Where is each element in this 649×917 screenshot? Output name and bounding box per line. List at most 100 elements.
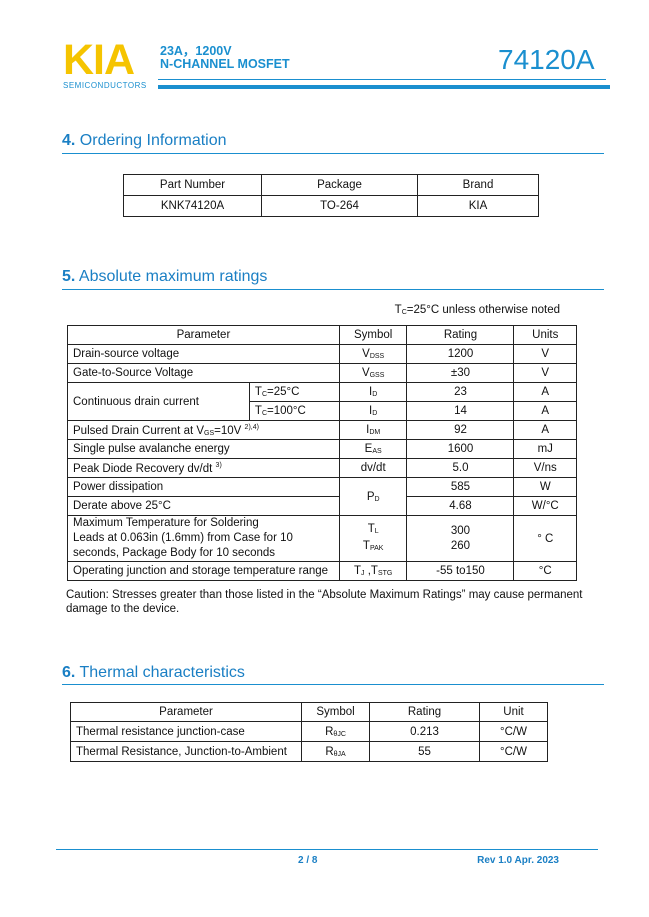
- table-row: Continuous drain current TC=25°C ID 23 A: [67, 382, 577, 421]
- header-cell: Rating: [406, 325, 515, 345]
- table-row: Derate above 25°C 4.68 W/°C: [67, 496, 577, 516]
- section-number: 5.: [62, 268, 76, 285]
- symbol-cell: ID: [338, 382, 408, 402]
- param-cell: Continuous drain current: [67, 382, 250, 421]
- section-title: Thermal characteristics: [79, 664, 245, 681]
- param-cell: Gate-to-Source Voltage: [67, 363, 340, 383]
- table-row: KNK74120A TO-264 KIA: [123, 195, 539, 217]
- unit-cell: W/°C: [513, 496, 577, 516]
- param-cell: Single pulse avalanche energy: [67, 439, 340, 459]
- section-divider: [62, 684, 604, 685]
- header-cell: Units: [513, 325, 577, 345]
- absolute-max-ratings-table: Parameter Symbol Rating Units Drain-sour…: [67, 325, 577, 581]
- param-cell: Pulsed Drain Current at VGS=10V 2),4): [67, 420, 340, 440]
- param-cell: Peak Diode Recovery dv/dt 3): [67, 458, 340, 478]
- symbol-cell: dv/dt: [338, 458, 408, 478]
- param-cell: Drain-source voltage: [67, 344, 340, 364]
- table-row: Thermal Resistance, Junction-to-Ambient …: [70, 741, 548, 762]
- param-cell: Operating junction and storage temperatu…: [67, 561, 340, 581]
- rating-cell: 14: [406, 401, 515, 421]
- table-row: Operating junction and storage temperatu…: [67, 561, 577, 581]
- table-header-row: Parameter Symbol Rating Unit: [70, 702, 548, 722]
- unit-cell: V: [513, 363, 577, 383]
- header-cell: Unit: [479, 702, 548, 722]
- param-cell: Derate above 25°C: [67, 496, 340, 516]
- logo-subtitle: SEMICONDUCTORS: [63, 81, 147, 90]
- unit-cell: A: [513, 401, 577, 421]
- rating-cell: 585: [406, 477, 515, 497]
- table-row: Drain-source voltage VDSS 1200 V: [67, 344, 577, 364]
- unit-cell: V: [513, 344, 577, 364]
- param-cell: Thermal Resistance, Junction-to-Ambient: [70, 741, 302, 762]
- symbol-cell: TJ ,TSTG: [338, 561, 408, 581]
- revision: Rev 1.0 Apr. 2023: [477, 855, 559, 866]
- header-cell: Package: [261, 174, 418, 196]
- footer-divider: [56, 849, 598, 850]
- rating-cell: 5.0: [406, 458, 515, 478]
- param-cell: Power dissipation: [67, 477, 340, 497]
- section-number: 4.: [62, 132, 76, 149]
- header-divider: [158, 79, 606, 80]
- symbol-cell: IDM: [338, 420, 408, 440]
- condition-cell: TC=25°C: [248, 382, 340, 402]
- table-row: Maximum Temperature for Soldering Leads a…: [67, 515, 577, 562]
- rating-cell: 92: [406, 420, 515, 440]
- rating-cell: ±30: [406, 363, 515, 383]
- ordering-table: Part Number Package Brand KNK74120A TO-2…: [123, 174, 539, 217]
- symbol-cell: RθJA: [301, 741, 370, 762]
- symbol-cell: PD: [338, 477, 408, 516]
- section-number: 6.: [62, 664, 76, 681]
- header-cell: Part Number: [123, 174, 262, 196]
- table-row: Pulsed Drain Current at VGS=10V 2),4) ID…: [67, 420, 577, 440]
- header-cell: Brand: [417, 174, 539, 196]
- symbol-cell: VDSS: [338, 344, 408, 364]
- symbol-cell: VGSS: [338, 363, 408, 383]
- unit-cell: W: [513, 477, 577, 497]
- page-number: 2 / 8: [298, 855, 318, 866]
- param-cell: Thermal resistance junction-case: [70, 721, 302, 742]
- symbol-cell: ID: [338, 401, 408, 421]
- header-bar: [158, 85, 610, 89]
- table-row: Thermal resistance junction-case RθJC 0.…: [70, 721, 548, 742]
- rating-cell: -55 to150: [406, 561, 515, 581]
- table-row: Single pulse avalanche energy EAS 1600 m…: [67, 439, 577, 459]
- table-row: Peak Diode Recovery dv/dt 3) dv/dt 5.0 V…: [67, 458, 577, 478]
- device-type: N-CHANNEL MOSFET: [160, 57, 290, 71]
- kia-logo: KIA: [63, 36, 135, 84]
- section-heading-ratings: 5. Absolute maximum ratings: [62, 268, 267, 286]
- param-cell: Maximum Temperature for Soldering Leads a…: [67, 515, 340, 562]
- cell-brand: KIA: [417, 195, 539, 217]
- section-heading-thermal: 6. Thermal characteristics: [62, 664, 245, 682]
- caution-note: Caution: Stresses greater than those lis…: [66, 589, 583, 615]
- unit-cell: mJ: [513, 439, 577, 459]
- unit-cell: A: [513, 420, 577, 440]
- rating-cell: 55: [369, 741, 480, 762]
- rating-cell: 1600: [406, 439, 515, 459]
- header-cell: Symbol: [338, 325, 408, 345]
- unit-cell: °C/W: [479, 741, 548, 762]
- rating-cell: 23: [406, 382, 515, 402]
- section-divider: [62, 289, 604, 290]
- part-number: 74120A: [498, 44, 595, 75]
- cell-part-number: KNK74120A: [123, 195, 262, 217]
- symbol-cell: RθJC: [301, 721, 370, 742]
- section-heading-ordering: 4. Ordering Information: [62, 132, 227, 150]
- unit-cell: A: [513, 382, 577, 402]
- unit-cell: V/ns: [513, 458, 577, 478]
- cell-package: TO-264: [261, 195, 418, 217]
- table-header-row: Part Number Package Brand: [123, 174, 539, 196]
- unit-cell: ° C: [513, 515, 577, 562]
- section-divider: [62, 153, 604, 154]
- rating-summary: 23A，1200V: [160, 44, 232, 58]
- unit-cell: °C: [513, 561, 577, 581]
- thermal-table: Parameter Symbol Rating Unit Thermal res…: [70, 702, 548, 762]
- section-title: Ordering Information: [79, 132, 227, 149]
- unit-cell: °C/W: [479, 721, 548, 742]
- rating-cell: 300 260: [406, 515, 515, 562]
- symbol-cell: EAS: [338, 439, 408, 459]
- table-row: Power dissipation PD 585 W: [67, 477, 577, 516]
- header-cell: Symbol: [301, 702, 370, 722]
- rating-cell: 1200: [406, 344, 515, 364]
- header-cell: Parameter: [67, 325, 340, 345]
